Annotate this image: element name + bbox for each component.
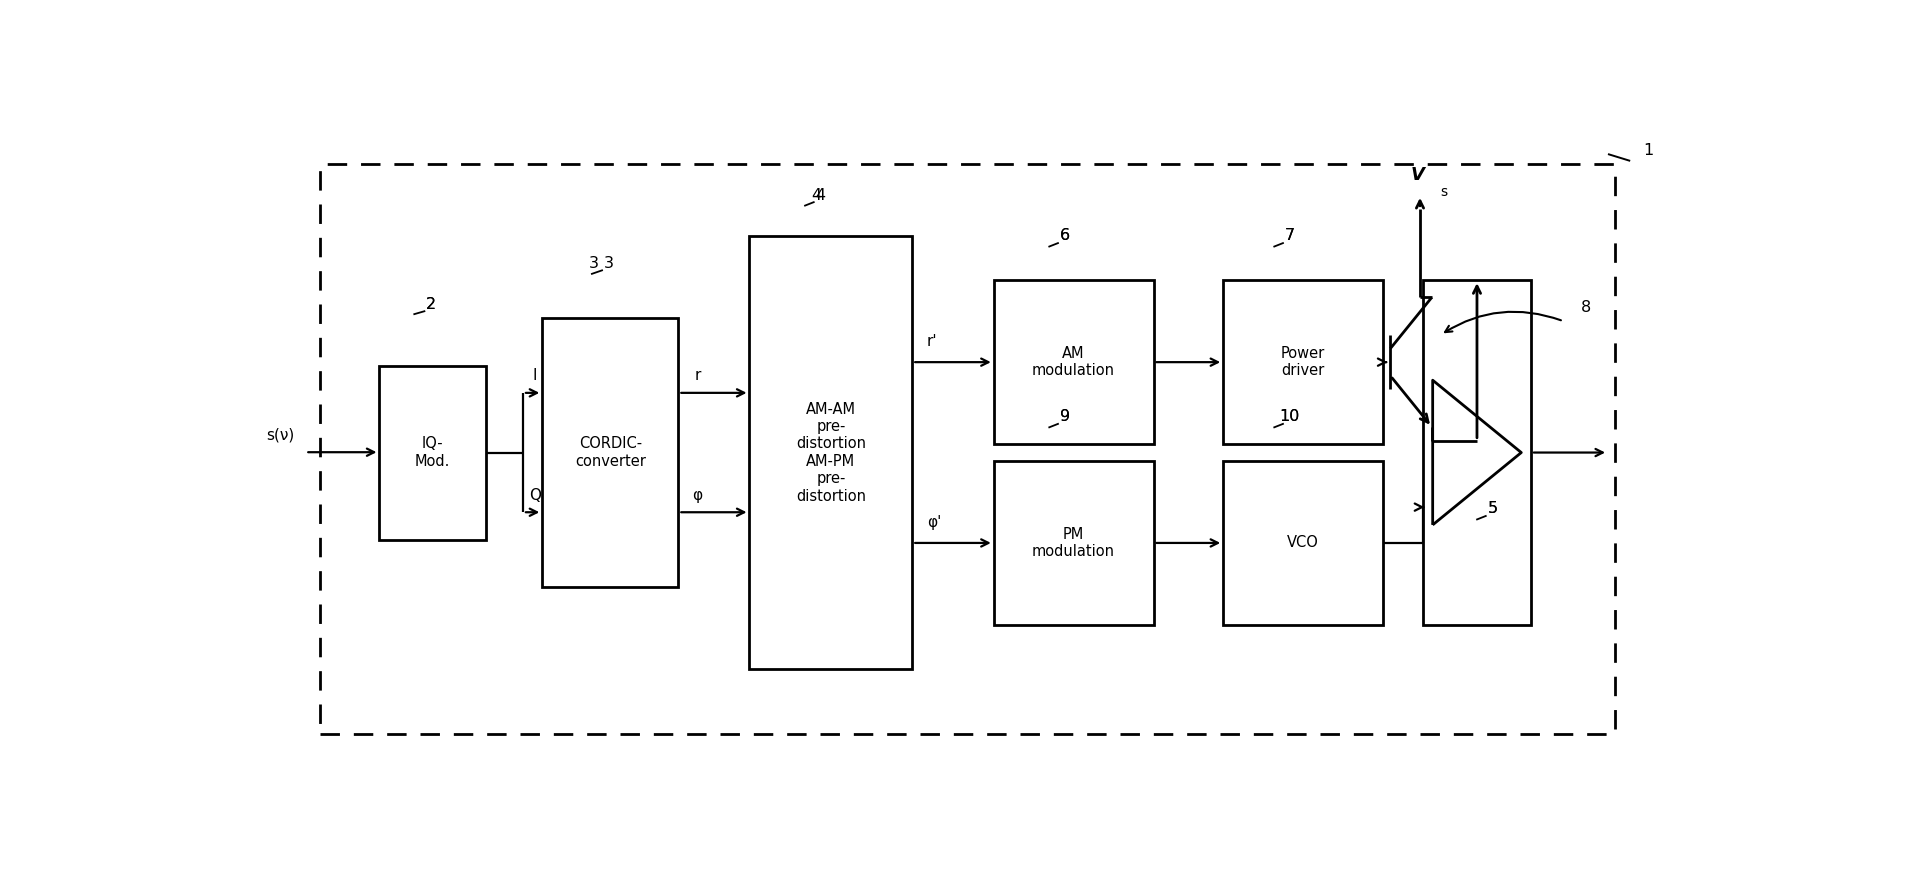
Bar [749, 236, 913, 669]
Text: 3: 3 [604, 256, 613, 271]
Text: 2: 2 [426, 297, 435, 312]
Text: 4: 4 [812, 188, 821, 203]
Text: r: r [695, 369, 701, 384]
Text: s: s [1440, 184, 1448, 198]
Bar [542, 318, 678, 587]
Text: 7: 7 [1285, 229, 1295, 244]
Text: IQ-
Mod.: IQ- Mod. [414, 436, 451, 469]
Text: 4: 4 [816, 188, 825, 203]
Text: 10: 10 [1280, 409, 1301, 424]
Text: φ: φ [693, 487, 703, 502]
Text: 1: 1 [1643, 144, 1652, 159]
Text: 9: 9 [1060, 409, 1070, 424]
Bar [380, 366, 485, 540]
Text: 3: 3 [588, 256, 600, 271]
Text: VCO: VCO [1287, 535, 1320, 550]
Text: PM
modulation: PM modulation [1031, 527, 1115, 559]
Text: 5: 5 [1488, 501, 1497, 517]
Bar [993, 280, 1154, 444]
Bar [1222, 280, 1383, 444]
Bar [1423, 280, 1532, 625]
Bar [1222, 461, 1383, 625]
Text: Power
driver: Power driver [1282, 346, 1326, 378]
Text: 10: 10 [1280, 409, 1301, 424]
Text: 2: 2 [426, 297, 435, 312]
Text: φ': φ' [926, 515, 942, 530]
Text: 5: 5 [1488, 501, 1497, 517]
Text: 9: 9 [1060, 409, 1070, 424]
Text: Q: Q [529, 487, 541, 502]
Bar [321, 164, 1616, 734]
Text: 8: 8 [1581, 300, 1591, 315]
Text: 7: 7 [1285, 229, 1295, 244]
Text: AM
modulation: AM modulation [1031, 346, 1115, 378]
Text: 6: 6 [1060, 229, 1070, 244]
Text: V: V [1411, 166, 1425, 183]
Text: CORDIC-
converter: CORDIC- converter [575, 436, 646, 469]
Text: AM-AM
pre-
distortion
AM-PM
pre-
distortion: AM-AM pre- distortion AM-PM pre- distort… [796, 401, 865, 503]
Bar [993, 461, 1154, 625]
Text: r': r' [926, 334, 936, 349]
Text: s(ν): s(ν) [265, 428, 294, 443]
Text: I: I [533, 369, 537, 384]
Text: 6: 6 [1060, 229, 1070, 244]
